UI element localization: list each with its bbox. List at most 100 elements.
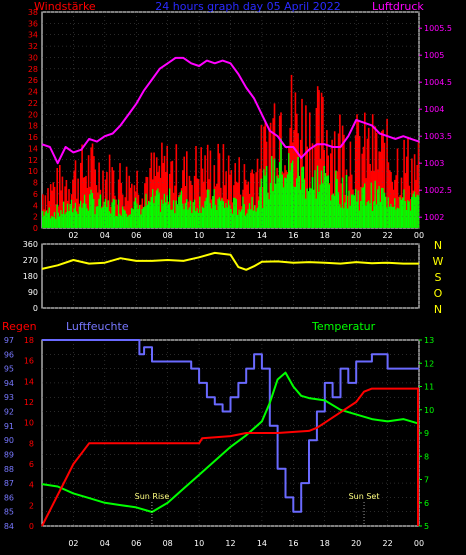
wind-avg-bar (52, 217, 55, 228)
wind-avg-bar (65, 212, 68, 228)
wind-x-tick-label: 00 (414, 231, 424, 240)
wind-avg-bar (62, 201, 65, 228)
compass-label: O (434, 287, 443, 300)
wind-x-tick-label: 22 (382, 231, 392, 240)
wind-avg-bar (370, 182, 373, 228)
wind-avg-bar (251, 196, 254, 228)
wind-avg-bar (82, 203, 85, 228)
wind-avg-bar (374, 180, 377, 228)
wind-gust-bar (188, 175, 191, 228)
wind-avg-bar (367, 200, 370, 228)
wind-avg-bar (316, 165, 319, 228)
wind-gust-bar (272, 118, 275, 228)
pressure-tick-label: 1004 (424, 105, 444, 114)
wind-gust-bar (59, 165, 61, 228)
wind-avg-bar (382, 188, 384, 228)
wind-gust-bar (364, 112, 366, 228)
wind-avg-bar (296, 178, 298, 228)
wind-tick-label: 26 (28, 76, 38, 85)
wind-gust-bar (175, 144, 178, 228)
wind-x-tick-label: 02 (68, 231, 78, 240)
wind-avg-bar (332, 193, 335, 228)
wind-gust-bar (388, 170, 391, 228)
wind-gust-bar (171, 160, 174, 228)
wind-avg-bar (362, 187, 365, 228)
temperature-tick-label: 13 (424, 336, 434, 345)
direction-line-group (41, 251, 419, 271)
wind-avg-bar (278, 162, 281, 228)
wind-avg-bar (87, 210, 90, 228)
wind-gust-bar (366, 138, 369, 228)
wind-tick-label: 10 (28, 167, 38, 176)
wind-tick-label: 36 (28, 19, 38, 28)
wind-avg-bar (388, 206, 391, 228)
wind-gust-bar (163, 155, 166, 228)
wind-avg-bar (318, 191, 320, 228)
wind-avg-bar (277, 178, 280, 228)
wind-avg-bar (56, 204, 59, 228)
wind-avg-bar (222, 201, 225, 228)
wind-avg-bar (392, 207, 395, 228)
wind-gust-bar (102, 170, 104, 228)
rain-tick-label: 0 (29, 522, 34, 531)
wind-avg-bar (167, 204, 170, 228)
wind-avg-bar (121, 206, 124, 228)
wind-gust-bar (250, 172, 252, 228)
wind-x-axis-ticks: 02 04 06 08 10 12 14 16 18 20 22 00 (68, 231, 424, 240)
rain-tick-label: 18 (24, 336, 34, 345)
humidity-tick-label: 84 (4, 522, 14, 531)
wind-avg-bar (127, 216, 129, 228)
wind-gust-bar (77, 178, 79, 228)
wind-avg-bar (169, 188, 171, 228)
wind-gust-bar (264, 120, 267, 228)
wind-gust-bar (367, 127, 370, 228)
wind-x-tick-label: 18 (320, 231, 330, 240)
wind-bars (42, 74, 420, 229)
wind-avg-bar (102, 206, 104, 228)
wind-avg-bar (226, 207, 229, 228)
wind-gust-bar (128, 175, 131, 228)
wind-avg-bar (124, 210, 127, 228)
wind-avg-bar (162, 203, 165, 228)
humidity-tick-label: 97 (4, 336, 14, 345)
rain-tick-label: 14 (24, 377, 34, 386)
wind-avg-bar (344, 202, 347, 228)
wind-avg-bar (99, 194, 102, 228)
wind-gust-bar (222, 144, 225, 228)
wind-gust-bar (330, 153, 332, 228)
rht-x-axis-ticks: 02 04 06 08 10 12 14 16 18 20 22 00 (68, 539, 424, 548)
wind-avg-bar (280, 138, 282, 228)
wind-gust-bar (106, 172, 108, 228)
wind-gust-bar (44, 195, 47, 228)
wind-gust-bar (337, 133, 340, 228)
wind-avg-bar (45, 210, 48, 228)
pressure-axis-title: Luftdruck (372, 0, 424, 13)
wind-avg-bar (328, 184, 331, 228)
wind-avg-bar (81, 207, 83, 228)
wind-gust-bar (387, 162, 390, 228)
wind-avg-bar (297, 157, 299, 228)
wind-avg-bar (294, 186, 297, 228)
wind-avg-bar (360, 201, 362, 228)
wind-avg-bar (68, 211, 70, 228)
rain-tick-label: 4 (29, 481, 34, 490)
wind-avg-bar (47, 213, 49, 228)
wind-avg-bar (383, 192, 386, 228)
wind-avg-bar (288, 153, 290, 228)
wind-gust-bar (217, 143, 220, 228)
wind-gust-bar (115, 199, 117, 228)
wind-avg-bar (51, 215, 53, 228)
wind-gust-bar (56, 168, 59, 228)
wind-avg-bar (337, 192, 340, 228)
wind-avg-bar (112, 198, 115, 228)
wind-avg-bar (391, 206, 394, 228)
wind-tick-label: 30 (28, 53, 38, 62)
wind-avg-bar (73, 208, 76, 228)
wind-gust-bar (149, 168, 151, 228)
wind-avg-bar (120, 215, 123, 228)
wind-gust-bar (53, 186, 56, 228)
pressure-axis-ticks: 1002 1002.5 1003 1003.5 1004 1004.5 1005 1005.5 (419, 24, 452, 222)
wind-avg-bar (379, 201, 382, 228)
humidity-tick-label: 92 (4, 408, 14, 417)
